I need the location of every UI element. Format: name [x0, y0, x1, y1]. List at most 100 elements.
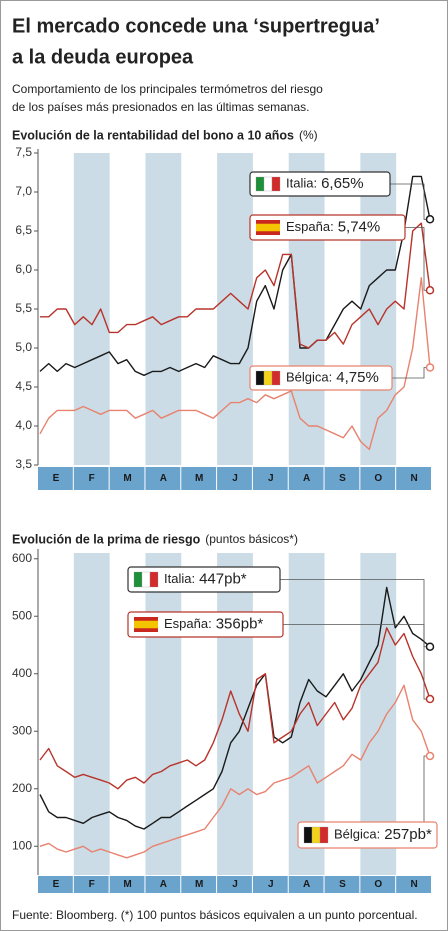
subtitle-line: de los países más presionados en las últ…	[12, 100, 310, 114]
callout-name: España:	[164, 616, 212, 631]
x-tick-label: E	[53, 473, 60, 484]
callout-name: Bélgica:	[334, 826, 380, 841]
x-tick-label: N	[410, 879, 417, 890]
series-line	[39, 277, 431, 451]
month-band	[396, 467, 431, 490]
flag-stripe	[263, 370, 273, 386]
month-shade	[217, 153, 253, 465]
chart-title: Evolución de la rentabilidad del bono a …	[12, 128, 294, 142]
y-tick-label: 7,5	[15, 145, 32, 159]
flag-stripe	[303, 826, 313, 844]
flag-stripe	[263, 176, 273, 192]
x-tick-label: M	[195, 473, 203, 484]
callout-name: Bélgica:	[286, 369, 332, 384]
month-band	[109, 467, 145, 490]
callout-name: Italia:	[286, 175, 317, 190]
month-band	[396, 876, 431, 893]
month-band	[360, 467, 396, 490]
callout-box	[249, 171, 391, 197]
series-line	[39, 684, 431, 859]
month-band	[360, 876, 396, 893]
x-tick-label: J	[268, 879, 274, 890]
end-point	[425, 286, 435, 295]
callout-name: Italia:	[164, 571, 195, 586]
callout-value: 447pb*	[199, 570, 247, 587]
end-point	[425, 694, 435, 704]
x-tick-label: J	[232, 879, 238, 890]
y-tick-label: 200	[12, 781, 32, 795]
x-tick-label: S	[339, 473, 346, 484]
series-line	[39, 627, 431, 790]
month-band	[252, 467, 288, 490]
month-band	[109, 876, 145, 893]
x-tick-label: M	[195, 879, 203, 890]
month-shade	[288, 153, 325, 465]
callout-value: 6,65%	[321, 175, 364, 192]
x-tick-label: F	[89, 879, 95, 890]
month-band	[181, 467, 217, 490]
y-tick-label: 600	[12, 551, 32, 565]
y-tick-label: 100	[12, 838, 32, 852]
end-point	[425, 642, 435, 651]
callout-value: 257pb*	[384, 826, 432, 843]
chart-unit: (puntos básicos*)	[205, 532, 298, 546]
y-tick-label: 500	[12, 608, 32, 622]
month-band	[324, 467, 360, 490]
month-band	[38, 467, 73, 490]
x-tick-label: N	[410, 473, 417, 484]
flag-stripe	[149, 571, 159, 588]
month-band	[324, 876, 360, 893]
title-line: El mercado concede una ‘supertregua’	[12, 15, 380, 37]
y-tick-label: 3,5	[15, 457, 32, 471]
series-line	[39, 586, 431, 830]
callout-box	[297, 821, 438, 849]
subtitle-line: Comportamiento de los principales termóm…	[12, 82, 323, 96]
callout-value: 5,74%	[338, 218, 381, 235]
end-point	[425, 215, 435, 224]
callout-box	[127, 611, 284, 638]
chart-title: Evolución de la prima de riesgo	[12, 532, 201, 546]
x-tick-label: J	[232, 473, 238, 484]
chart-unit: (%)	[299, 128, 318, 142]
x-tick-label: F	[89, 473, 95, 484]
month-band	[145, 876, 181, 893]
flag-stripe	[271, 176, 281, 192]
x-tick-label: M	[123, 473, 131, 484]
month-shade	[217, 553, 253, 875]
month-shade	[73, 553, 110, 875]
y-tick-label: 400	[12, 666, 32, 680]
title-line: a la deuda europea	[12, 46, 194, 68]
callout-box	[249, 365, 393, 391]
month-band	[145, 467, 181, 490]
month-shade	[145, 553, 182, 875]
x-tick-label: O	[374, 879, 382, 890]
flag-stripe	[271, 370, 281, 386]
x-tick-label: S	[339, 879, 346, 890]
flag-stripe	[256, 223, 280, 232]
month-band	[73, 876, 109, 893]
flag-stripe	[255, 370, 265, 386]
month-band	[38, 876, 73, 893]
y-tick-label: 5,5	[15, 301, 32, 315]
x-tick-label: M	[123, 879, 131, 890]
flag-stripe	[141, 571, 151, 588]
month-band	[252, 876, 288, 893]
month-shade	[145, 153, 182, 465]
x-tick-label: O	[374, 473, 382, 484]
footer-source: Fuente: Bloomberg. (*) 100 puntos básico…	[12, 908, 418, 922]
y-tick-label: 300	[12, 723, 32, 737]
y-tick-label: 6,0	[15, 262, 32, 276]
flag-stripe	[133, 571, 143, 588]
month-shade	[73, 153, 110, 465]
y-tick-label: 7,0	[15, 184, 32, 198]
series-line	[39, 175, 431, 376]
month-shade	[288, 553, 325, 875]
callout-value: 4,75%	[336, 369, 379, 386]
y-tick-label: 4,0	[15, 418, 32, 432]
callout-box	[127, 566, 281, 593]
callout-box	[249, 214, 406, 241]
flag-stripe	[255, 176, 265, 192]
series-line	[40, 222, 431, 349]
y-tick-label: 5,0	[15, 340, 32, 354]
month-band	[288, 876, 324, 893]
